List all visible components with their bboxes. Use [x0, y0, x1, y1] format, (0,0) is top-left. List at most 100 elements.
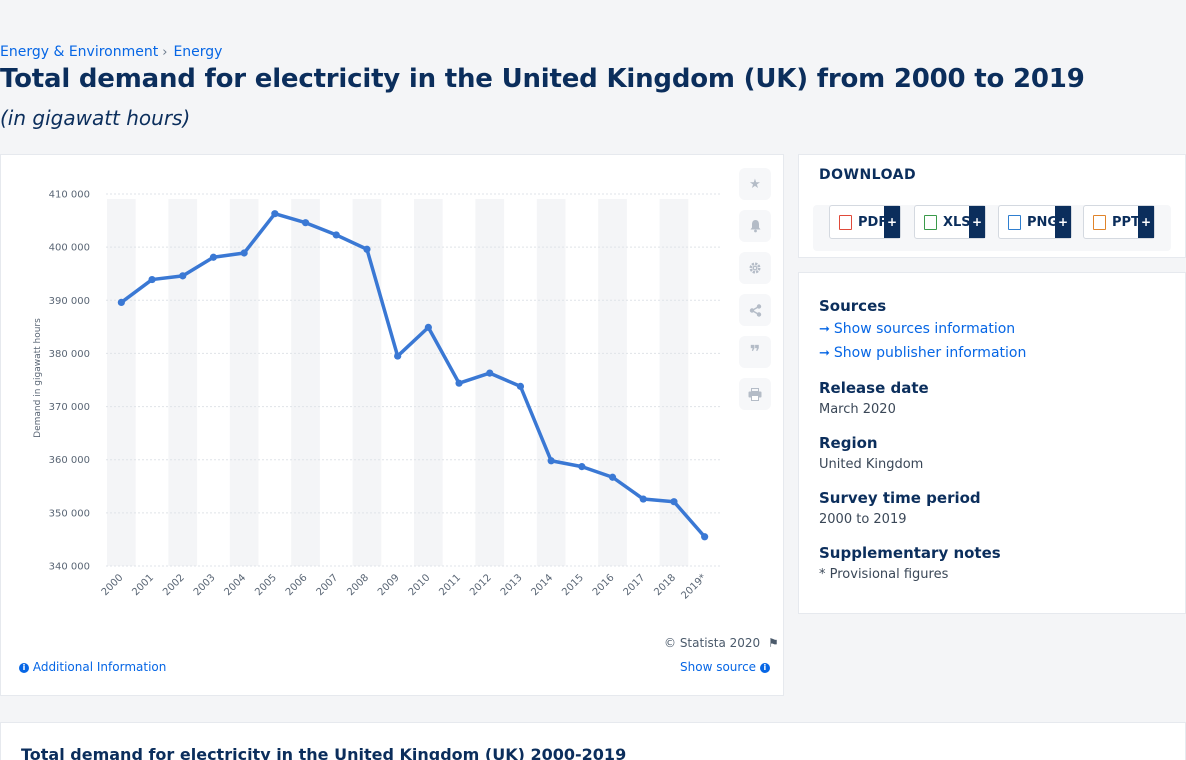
download-xls-button[interactable]: XLS +: [914, 205, 986, 239]
data-point[interactable]: [363, 245, 371, 253]
page-title: Total demand for electricity in the Unit…: [0, 64, 1085, 94]
breadcrumb: Energy & Environment › Energy: [0, 44, 222, 60]
y-tick-label: 390 000: [49, 296, 90, 307]
y-tick-label: 350 000: [49, 508, 90, 519]
plus-icon[interactable]: +: [969, 206, 985, 238]
arrow-right-icon: ➞: [819, 322, 830, 337]
x-tick-label: 2014: [529, 572, 555, 598]
show-publisher-label: Show publisher information: [833, 345, 1027, 361]
y-tick-label: 370 000: [49, 402, 90, 413]
data-point[interactable]: [639, 495, 647, 503]
data-point[interactable]: [394, 352, 402, 360]
bottom-section-title: Total demand for electricity in the Unit…: [21, 745, 627, 760]
data-point[interactable]: [670, 498, 678, 506]
x-tick-label: 2019*: [679, 572, 708, 601]
release-date-heading: Release date: [819, 379, 929, 397]
breadcrumb-separator: ›: [162, 45, 168, 60]
x-tick-label: 2017: [622, 572, 648, 598]
metadata-card: Sources ➞ Show sources information ➞ Show …: [798, 272, 1186, 614]
column-band: [536, 199, 566, 566]
data-point[interactable]: [332, 231, 340, 239]
copyright: © Statista 2020 ⚑: [664, 636, 779, 650]
plus-icon[interactable]: +: [1138, 206, 1154, 238]
y-axis-label: Demand in gigawatt hours: [33, 318, 43, 438]
breadcrumb-item-energy[interactable]: Energy: [173, 44, 223, 60]
data-point[interactable]: [179, 272, 187, 280]
data-point[interactable]: [240, 249, 248, 257]
data-point[interactable]: [209, 253, 218, 261]
column-band: [598, 199, 627, 566]
show-source-link[interactable]: Show source i: [680, 660, 770, 674]
x-tick-label: 2003: [192, 572, 218, 598]
quote-icon[interactable]: ❞: [739, 336, 771, 368]
star-icon[interactable]: ★: [739, 168, 771, 200]
plus-icon[interactable]: +: [1055, 206, 1071, 238]
xls-file-icon: [924, 214, 937, 230]
page-subtitle: (in gigawatt hours): [0, 106, 191, 130]
additional-information-label: Additional Information: [32, 660, 167, 674]
supplementary-notes-heading: Supplementary notes: [819, 544, 1001, 562]
region-heading: Region: [819, 434, 878, 452]
data-point[interactable]: [547, 457, 555, 465]
x-tick-label: 2000: [100, 572, 126, 598]
data-point[interactable]: [148, 275, 156, 284]
data-point[interactable]: [271, 210, 279, 218]
download-xls-label: XLS: [943, 214, 971, 230]
y-tick-label: 410 000: [49, 190, 90, 201]
y-tick-label: 360 000: [49, 455, 90, 466]
print-icon[interactable]: [739, 378, 771, 410]
breadcrumb-item-energy-environment[interactable]: Energy & Environment: [0, 44, 159, 60]
show-source-label: Show source: [680, 660, 757, 674]
data-point[interactable]: [516, 382, 525, 390]
share-icon[interactable]: [739, 294, 771, 326]
show-sources-link[interactable]: ➞ Show sources information: [819, 321, 1015, 337]
gear-icon[interactable]: [739, 252, 771, 284]
x-tick-label: 2012: [468, 572, 494, 598]
download-buttons: PDF + XLS + PNG + PPT +: [813, 205, 1171, 251]
x-tick-label: 2016: [591, 572, 617, 598]
column-band: [352, 199, 382, 566]
data-point[interactable]: [424, 323, 432, 331]
x-tick-label: 2001: [130, 572, 156, 598]
download-ppt-button[interactable]: PPT +: [1083, 205, 1155, 239]
flag-icon[interactable]: ⚑: [768, 636, 779, 650]
download-pdf-label: PDF: [858, 214, 888, 230]
release-date-value: March 2020: [819, 402, 896, 417]
y-tick-label: 380 000: [49, 349, 90, 360]
data-point[interactable]: [578, 463, 586, 471]
download-pdf-button[interactable]: PDF +: [829, 205, 901, 239]
line-chart: 340 000 350 000 360 000 370 000 380 000 390 0…: [33, 190, 720, 602]
copyright-text: © Statista 2020: [664, 636, 761, 650]
region-value: United Kingdom: [819, 457, 924, 472]
bell-icon[interactable]: [739, 210, 771, 242]
data-point[interactable]: [701, 533, 709, 541]
column-band: [291, 199, 320, 566]
data-point[interactable]: [486, 369, 494, 377]
column-band: [229, 199, 259, 566]
y-tick-label: 400 000: [49, 243, 90, 254]
column-band: [475, 199, 505, 566]
x-tick-label: 2002: [161, 572, 187, 598]
bottom-section: Total demand for electricity in the Unit…: [0, 722, 1186, 760]
plus-icon[interactable]: +: [884, 206, 900, 238]
supplementary-notes-value: * Provisional figures: [819, 567, 949, 582]
data-point[interactable]: [455, 379, 463, 387]
data-point[interactable]: [117, 298, 125, 307]
arrow-right-icon: ➞: [819, 346, 830, 361]
download-png-button[interactable]: PNG +: [998, 205, 1072, 239]
x-tick-label: 2005: [253, 572, 279, 598]
survey-period-heading: Survey time period: [819, 489, 981, 507]
sources-heading: Sources: [819, 297, 887, 315]
column-band: [168, 199, 198, 566]
x-tick-label: 2004: [222, 572, 248, 598]
data-point[interactable]: [301, 219, 310, 227]
show-publisher-link[interactable]: ➞ Show publisher information: [819, 345, 1026, 361]
download-card: DOWNLOAD PDF + XLS + PNG + PPT +: [798, 154, 1186, 258]
ppt-file-icon: [1093, 214, 1106, 230]
show-sources-label: Show sources information: [833, 321, 1016, 337]
data-point[interactable]: [608, 473, 617, 481]
x-tick-label: 2015: [560, 572, 586, 598]
additional-information-link[interactable]: i Additional Information: [19, 660, 166, 674]
download-ppt-label: PPT: [1112, 214, 1140, 230]
